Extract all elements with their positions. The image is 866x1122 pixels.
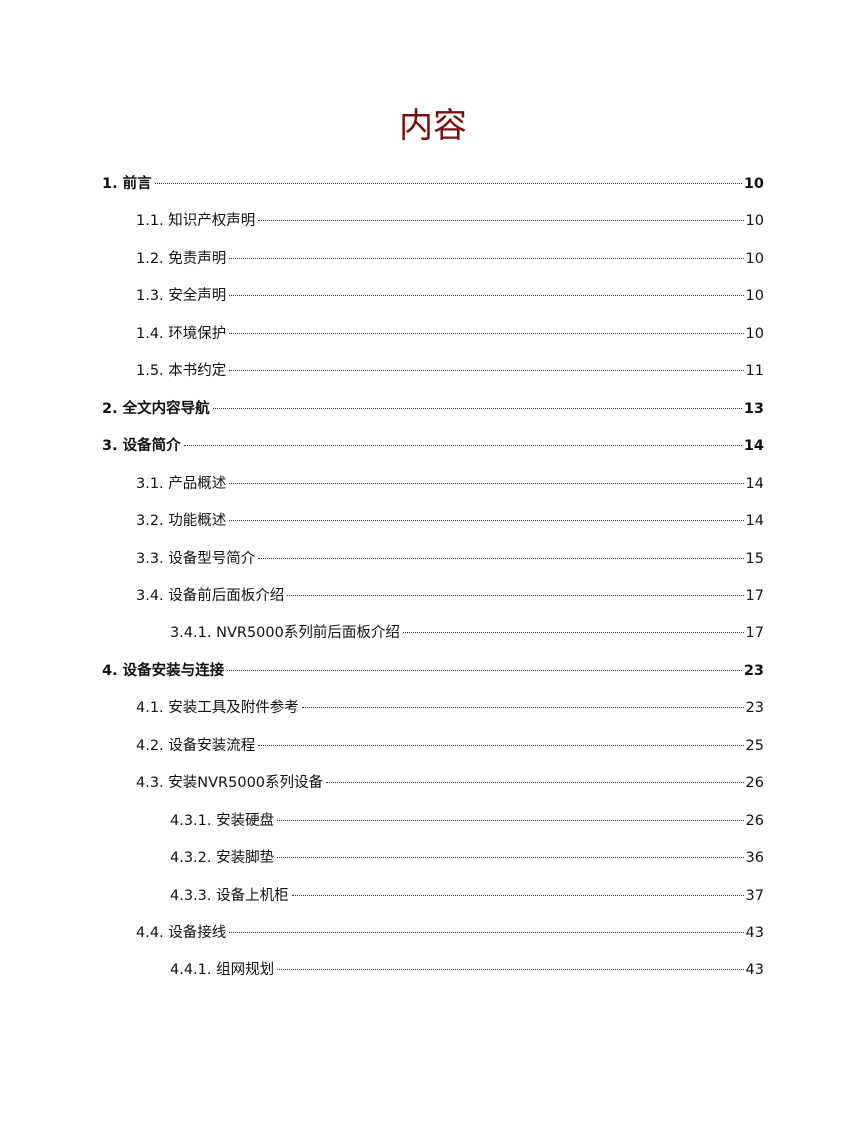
toc-entry[interactable]: 4.3.3. 设备上机柜 37 — [170, 884, 764, 906]
dot-leader — [277, 857, 744, 859]
dot-leader — [227, 669, 742, 671]
toc-entry-label: 3.2. 功能概述 — [136, 513, 227, 530]
toc-entry-page: 23 — [743, 662, 764, 679]
toc-entry[interactable]: 4.2. 设备安装流程 25 — [136, 734, 764, 756]
toc-entry-label: 4.4. 设备接线 — [136, 925, 227, 941]
dot-leader — [258, 744, 744, 746]
toc-entry[interactable]: 1.1. 知识产权声明 10 — [136, 209, 764, 231]
toc-entry-label: 3. 设备简介 — [102, 438, 181, 455]
toc-entry[interactable]: 1.2. 免责声明 10 — [136, 247, 764, 269]
toc-entry-page: 17 — [745, 625, 764, 642]
toc-entry-page: 13 — [743, 400, 764, 417]
toc-entry-page: 10 — [743, 176, 764, 192]
dot-leader — [229, 257, 744, 259]
dot-leader — [154, 183, 742, 184]
dot-leader — [402, 632, 744, 634]
toc-entry[interactable]: 4.4.1. 组网规划 43 — [170, 958, 764, 980]
toc-entry-label: 4. 设备安装与连接 — [102, 662, 225, 679]
toc-entry-label: 3.4. 设备前后面板介绍 — [136, 587, 285, 604]
toc-entry-label: 4.1. 安装工具及附件参考 — [136, 700, 299, 717]
toc-entry-page: 25 — [745, 737, 764, 754]
dot-leader — [258, 220, 744, 222]
toc-entry-label: 4.3. 安装NVR5000系列设备 — [136, 775, 324, 792]
toc-entry-label: 1.2. 免责声明 — [136, 250, 227, 267]
toc-entry-page: 23 — [745, 700, 764, 717]
toc-entry-page: 36 — [745, 850, 764, 867]
toc-entry-label: 4.2. 设备安装流程 — [136, 737, 256, 754]
dot-leader — [229, 520, 744, 522]
toc-entry[interactable]: 4.3. 安装NVR5000系列设备 26 — [136, 771, 764, 793]
dot-leader — [229, 332, 744, 334]
dot-leader — [229, 295, 744, 297]
dot-leader — [258, 557, 744, 559]
toc-entry-label: 1.4. 环境保护 — [136, 325, 227, 342]
dot-leader — [326, 782, 744, 784]
toc-entry-page: 11 — [745, 363, 764, 380]
toc-entry-page: 17 — [745, 587, 764, 604]
toc-entry[interactable]: 3.1. 产品概述 14 — [136, 472, 764, 494]
toc-entry-label: 4.3.2. 安装脚垫 — [170, 850, 275, 867]
dot-leader — [212, 407, 742, 409]
dot-leader — [277, 969, 744, 971]
toc-entry[interactable]: 4.3.1. 安装硬盘 26 — [170, 809, 764, 831]
toc-entry[interactable]: 3.2. 功能概述 14 — [136, 509, 764, 531]
toc-entry-label: 1. 前言 — [102, 176, 152, 192]
toc-entry-label: 3.1. 产品概述 — [136, 475, 227, 492]
toc-entry[interactable]: 4.1. 安装工具及附件参考 23 — [136, 696, 764, 718]
toc-entry-page: 10 — [745, 250, 764, 267]
toc-entry-label: 1.1. 知识产权声明 — [136, 213, 256, 230]
toc-entry-page: 15 — [745, 550, 764, 567]
toc-entry-label: 3.4.1. NVR5000系列前后面板介绍 — [170, 625, 400, 642]
page-title: 内容 — [399, 106, 467, 146]
toc-entry-page: 37 — [745, 887, 764, 904]
toc-entry-label: 4.3.1. 安装硬盘 — [170, 812, 275, 829]
toc-entry[interactable]: 3.4. 设备前后面板介绍 17 — [136, 584, 764, 606]
toc-entry[interactable]: 4.4. 设备接线 43 — [136, 921, 764, 943]
dot-leader — [229, 370, 744, 372]
dot-leader — [301, 707, 744, 709]
toc-entry[interactable]: 1.3. 安全声明 10 — [136, 284, 764, 306]
toc-entry[interactable]: 4. 设备安装与连接 23 — [102, 659, 764, 681]
toc-entry-page: 10 — [745, 325, 764, 342]
toc-entry-page: 26 — [745, 775, 764, 792]
toc-entry[interactable]: 1.4. 环境保护 10 — [136, 322, 764, 344]
toc-entry-page: 43 — [745, 962, 764, 979]
toc-entry[interactable]: 2. 全文内容导航 13 — [102, 397, 764, 419]
toc-entry-page: 14 — [745, 475, 764, 492]
toc-entry[interactable]: 1. 前言 10 — [102, 172, 764, 194]
toc-entry-label: 2. 全文内容导航 — [102, 400, 210, 417]
toc-entry[interactable]: 4.3.2. 安装脚垫 36 — [170, 846, 764, 868]
toc-entry-page: 10 — [745, 288, 764, 305]
toc-entry-label: 1.3. 安全声明 — [136, 288, 227, 305]
toc-entry-label: 4.3.3. 设备上机柜 — [170, 887, 289, 904]
toc-entry-page: 26 — [745, 812, 764, 829]
dot-leader — [229, 482, 744, 484]
toc-entry-page: 14 — [743, 438, 764, 455]
dot-leader — [291, 894, 744, 896]
toc-entry[interactable]: 3. 设备简介 14 — [102, 434, 764, 456]
dot-leader — [277, 819, 744, 821]
toc-entry[interactable]: 3.3. 设备型号简介 15 — [136, 547, 764, 569]
dot-leader — [183, 445, 742, 447]
toc-entry-page: 43 — [745, 925, 764, 941]
toc-entry-page: 14 — [745, 513, 764, 530]
toc-entry-page: 10 — [745, 213, 764, 230]
toc-entry[interactable]: 3.4.1. NVR5000系列前后面板介绍 17 — [170, 621, 764, 643]
toc-entry[interactable]: 1.5. 本书约定 11 — [136, 359, 764, 381]
toc-entry-label: 4.4.1. 组网规划 — [170, 962, 275, 979]
dot-leader — [287, 594, 744, 596]
dot-leader — [229, 932, 744, 933]
toc-entry-label: 3.3. 设备型号简介 — [136, 550, 256, 567]
toc-entry-label: 1.5. 本书约定 — [136, 363, 227, 380]
